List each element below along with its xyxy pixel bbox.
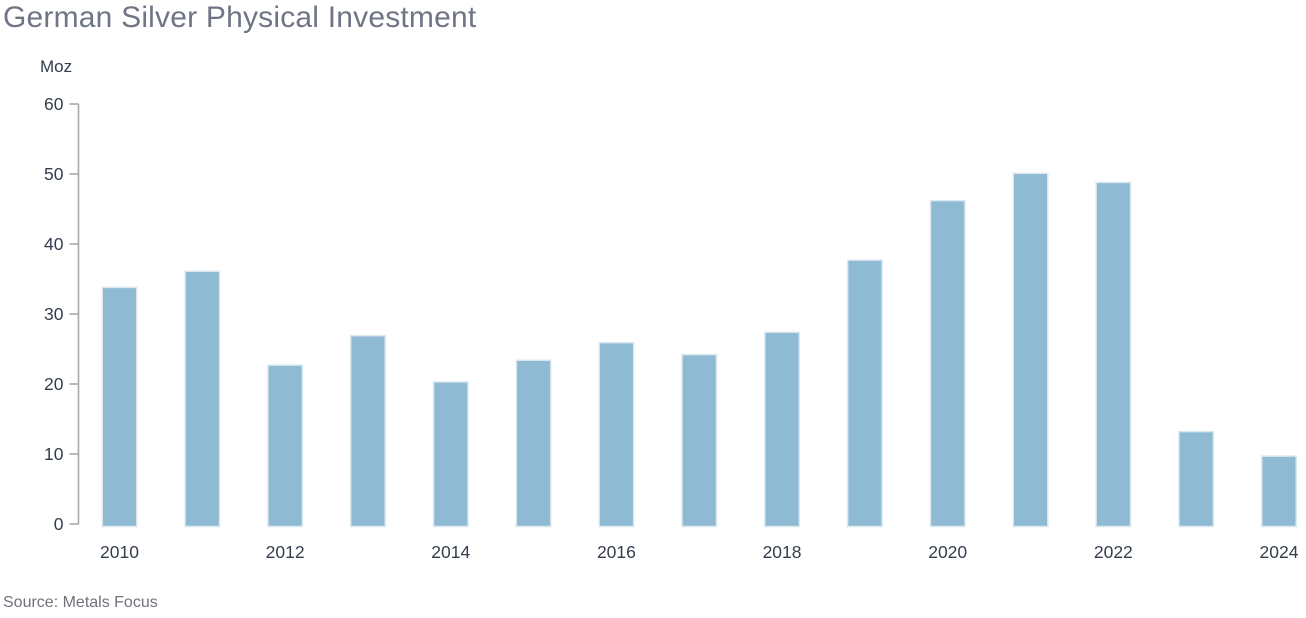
bar: [184, 270, 221, 528]
bar: [1260, 455, 1297, 528]
y-tick-label: 40: [44, 234, 64, 254]
y-axis-unit-label: Moz: [40, 57, 73, 76]
y-tick-label: 20: [44, 374, 64, 394]
y-tick-label: 0: [54, 514, 64, 534]
source-note: Source: Metals Focus: [3, 594, 158, 611]
bar: [681, 353, 718, 528]
bar: [929, 199, 966, 528]
x-tick-label: 2016: [597, 542, 636, 562]
bar: [101, 286, 138, 528]
bar: [267, 364, 304, 528]
bar: [1012, 172, 1049, 528]
bar: [764, 331, 801, 528]
bar: [598, 341, 635, 528]
bar: [349, 334, 386, 528]
y-tick-label: 30: [44, 304, 64, 324]
x-tick-label: 2018: [763, 542, 802, 562]
y-tick-label: 10: [44, 444, 64, 464]
bar: [1095, 181, 1132, 528]
x-tick-label: 2022: [1094, 542, 1133, 562]
chart-title: German Silver Physical Investment: [3, 1, 477, 34]
y-tick-label: 60: [44, 94, 64, 114]
bar: [432, 381, 469, 528]
x-tick-label: 2010: [100, 542, 139, 562]
bar: [515, 359, 552, 528]
x-tick-label: 2024: [1260, 542, 1299, 562]
x-tick-label: 2014: [431, 542, 470, 562]
x-tick-label: 2020: [928, 542, 967, 562]
bar: [846, 259, 883, 528]
y-tick-label: 50: [44, 164, 64, 184]
x-tick-label: 2012: [266, 542, 305, 562]
bar: [1178, 430, 1215, 528]
